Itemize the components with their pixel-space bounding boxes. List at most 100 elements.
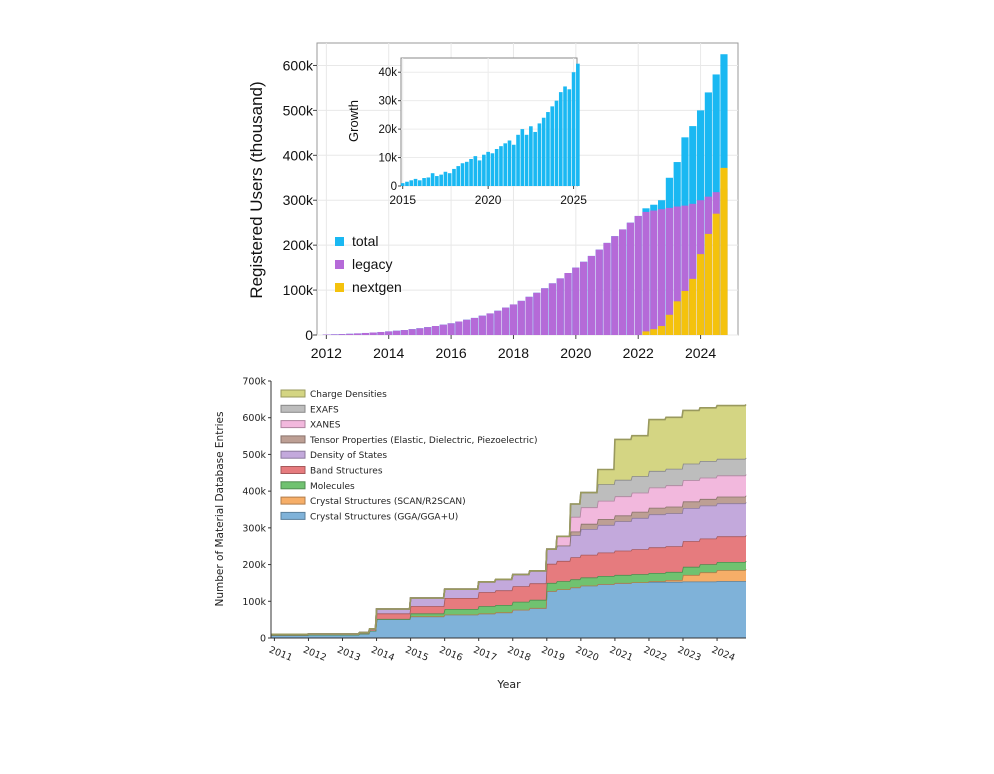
bar-legacy (463, 319, 471, 335)
area-molecules (271, 560, 746, 636)
inset-bar (576, 63, 580, 186)
bar-legacy (525, 296, 533, 335)
legend-label-density-of-states: Density of States (310, 451, 387, 461)
inset-axes: 0 10k 20k 30k 40k 2015 2020 2025 (378, 67, 587, 207)
inset-bar (516, 134, 520, 186)
inset-bar (563, 86, 567, 186)
inset-bar (439, 174, 443, 186)
bar-legacy (486, 313, 494, 335)
bottom-x-axis-label: Year (496, 678, 521, 691)
legend-label-molecules: Molecules (310, 482, 355, 492)
inset-bar (529, 126, 533, 186)
legend-label-nextgen: nextgen (352, 279, 402, 295)
legend-label-total: total (352, 233, 378, 249)
inset-x-tick-label: 2020 (475, 193, 502, 207)
legend-label-exafs: EXAFS (310, 405, 339, 415)
legend-swatch-total (335, 237, 344, 246)
bar-legacy (416, 328, 424, 335)
database-entries-chart: 0 100k 200k 300k 400k 500k 600k 700k 2011 2012 201… (214, 377, 747, 691)
bar-nextgen (720, 167, 728, 335)
bar-legacy (502, 307, 510, 335)
inset-bar (567, 89, 572, 186)
top-x-tick-label: 2016 (436, 345, 467, 361)
inset-bar (494, 149, 499, 186)
bar-nextgen (642, 331, 650, 335)
bar-legacy (689, 203, 697, 335)
legend-swatch-xanes (280, 420, 306, 429)
bar-legacy (603, 242, 611, 335)
top-y-tick-label: 100k (283, 282, 314, 298)
bottom-x-tick-label: 2020 (574, 645, 601, 664)
bottom-y-tick-label: 100k (242, 597, 266, 608)
legend-swatch-tensor-properties-elastic-dielectric-piezoelectric (280, 435, 306, 444)
inset-bar (571, 72, 576, 186)
bottom-x-tick-label: 2013 (335, 645, 362, 664)
bar-legacy (650, 210, 658, 335)
inset-bar (422, 178, 426, 186)
inset-y-tick-label: 0 (391, 181, 397, 193)
top-x-tick-label: 2012 (311, 345, 342, 361)
bottom-areas (271, 403, 747, 638)
inset-y-axis-label: Growth (346, 100, 361, 142)
inset-bar (430, 173, 435, 186)
inset-y-tick-label: 10k (378, 153, 397, 165)
inset-y-tick-label: 20k (378, 124, 397, 136)
inset-bar (507, 140, 512, 186)
bar-legacy (626, 222, 634, 335)
bottom-y-tick-label: 200k (242, 560, 266, 571)
bar-legacy (369, 332, 377, 335)
bar-legacy (338, 334, 346, 335)
top-axes: 0 100k 200k 300k 400k 500k 600k 2012 2014 2016 201… (283, 57, 717, 361)
inset-bar (499, 146, 503, 186)
inset-bar (400, 183, 405, 186)
bar-legacy (580, 261, 588, 335)
inset-x-tick-label: 2025 (560, 193, 587, 207)
bottom-x-tick-label: 2021 (608, 645, 635, 664)
inset-bar (550, 106, 555, 186)
bar-legacy (509, 304, 518, 335)
bottom-x-tick-label: 2023 (676, 645, 703, 664)
inset-y-tick-label: 40k (378, 67, 397, 79)
bar-legacy (447, 323, 455, 335)
area-crystal-structures-gga-gga-u (271, 581, 746, 638)
inset-bar (426, 177, 431, 186)
bar-legacy (548, 283, 557, 335)
legend-swatch-molecules (280, 481, 306, 490)
bottom-x-tick-label: 2016 (438, 645, 465, 664)
bottom-x-tick-label: 2024 (710, 645, 737, 664)
bottom-legend: Charge Densities EXAFS XANES Tensor Propert… (280, 389, 537, 522)
bar-legacy (408, 329, 416, 335)
legend-swatch-nextgen (335, 283, 344, 292)
top-bars (322, 54, 728, 336)
bar-nextgen (696, 254, 705, 335)
bar-nextgen (704, 233, 712, 335)
bar-legacy (642, 211, 650, 335)
bottom-x-tick-label: 2017 (472, 645, 499, 664)
inset-bar (417, 180, 422, 186)
inset-bar (409, 180, 414, 186)
bar-legacy (681, 205, 689, 335)
inset-bars (400, 63, 580, 186)
inset-bar (524, 134, 529, 186)
inset-bar (443, 171, 448, 186)
bottom-x-tick-label: 2022 (642, 645, 669, 664)
bar-nextgen (665, 314, 673, 335)
legend-label-legacy: legacy (352, 256, 392, 272)
legend-label-band-structures: Band Structures (310, 467, 383, 477)
bar-legacy (517, 300, 525, 335)
legend-label-tensor-properties-elastic-dielectric-piezoelectric: Tensor Properties (Elastic, Dielectric, … (309, 436, 537, 446)
bottom-y-tick-label: 300k (242, 523, 266, 534)
top-y-tick-label: 600k (283, 57, 314, 73)
legend-label-crystal-structures-scan-r2scan: Crystal Structures (SCAN/R2SCAN) (310, 497, 466, 507)
top-y-tick-label: 0 (305, 327, 313, 343)
bar-legacy (595, 249, 603, 335)
bar-legacy (619, 229, 627, 335)
inset-bar (490, 153, 495, 186)
inset-bar (558, 92, 563, 186)
top-y-axis-label: Registered Users (thousand) (247, 81, 266, 298)
bottom-x-tick-label: 2015 (403, 645, 430, 664)
bar-legacy (431, 326, 440, 335)
legend-swatch-crystal-structures-gga-gga-u (280, 511, 306, 520)
bar-legacy (572, 267, 580, 335)
bottom-y-axis-label: Number of Material Database Entries (214, 412, 226, 607)
